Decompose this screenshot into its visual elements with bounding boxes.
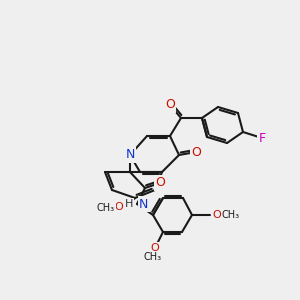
Text: O: O [165,98,175,112]
Text: O: O [155,176,165,190]
Text: F: F [258,131,266,145]
Text: O: O [151,243,159,253]
Text: CH₃: CH₃ [144,252,162,262]
Text: O: O [212,210,221,220]
Text: N: N [125,148,135,161]
Text: CH₃: CH₃ [97,203,115,213]
Text: O: O [191,146,201,158]
Text: N: N [139,197,148,211]
Text: O: O [114,202,123,212]
Text: CH₃: CH₃ [222,210,240,220]
Text: H: H [124,199,133,209]
